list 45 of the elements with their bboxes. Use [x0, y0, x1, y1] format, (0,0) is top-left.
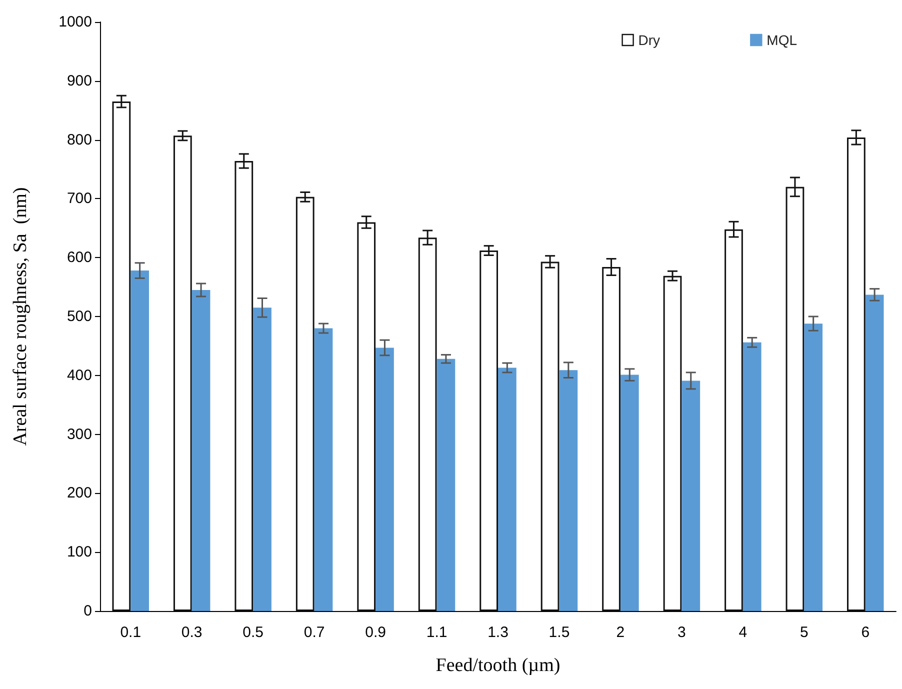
y-tick-label: 0	[84, 602, 92, 620]
bar	[865, 294, 884, 611]
x-tick-label: 5	[800, 624, 808, 641]
x-tick-label: 4	[738, 624, 748, 641]
bar	[498, 368, 516, 611]
y-tick-label: 700	[66, 190, 92, 208]
y-tick-label: 600	[66, 249, 92, 266]
legend-label: MQL	[766, 32, 798, 48]
y-tick-label: 400	[66, 366, 92, 384]
y-tick-label: 300	[66, 426, 92, 443]
bar	[559, 370, 578, 611]
x-tick-label: 2	[616, 624, 625, 641]
x-tick-label: 0.1	[120, 624, 142, 641]
x-tick-label: 0.5	[242, 624, 264, 641]
bar	[173, 136, 192, 611]
bar	[620, 374, 639, 611]
bar	[130, 270, 149, 611]
x-tick-label: 6	[861, 624, 870, 641]
x-tick-label: 0.7	[304, 624, 325, 641]
bar	[192, 290, 210, 611]
x-axis-title: Feed/tooth (µm)	[436, 655, 560, 676]
x-tick-label: 0.3	[181, 624, 202, 641]
bar	[682, 380, 700, 611]
x-tick-label: 1.1	[426, 624, 448, 641]
bar	[804, 324, 823, 611]
x-tick-label: 3	[678, 624, 686, 641]
bar	[376, 348, 394, 611]
bar	[480, 250, 498, 611]
bar	[314, 328, 333, 611]
bar	[742, 342, 762, 611]
x-tick-label: 0.9	[365, 624, 386, 641]
y-tick-label: 500	[66, 308, 92, 325]
y-tick-label: 100	[66, 544, 92, 561]
y-tick-label: 800	[66, 131, 92, 148]
y-tick-label: 900	[66, 72, 92, 90]
x-tick-label: 1.3	[488, 624, 508, 641]
y-tick-label: 200	[66, 484, 92, 502]
bar	[663, 276, 682, 611]
y-tick-label: 1000	[58, 14, 92, 30]
bar	[296, 196, 314, 611]
y-axis-title: Areal surface roughness, Sa (nm)	[10, 187, 31, 446]
bar	[436, 358, 456, 611]
legend-label: Dry	[638, 32, 660, 48]
x-tick-label: 1.5	[548, 624, 570, 641]
bar	[253, 308, 272, 611]
